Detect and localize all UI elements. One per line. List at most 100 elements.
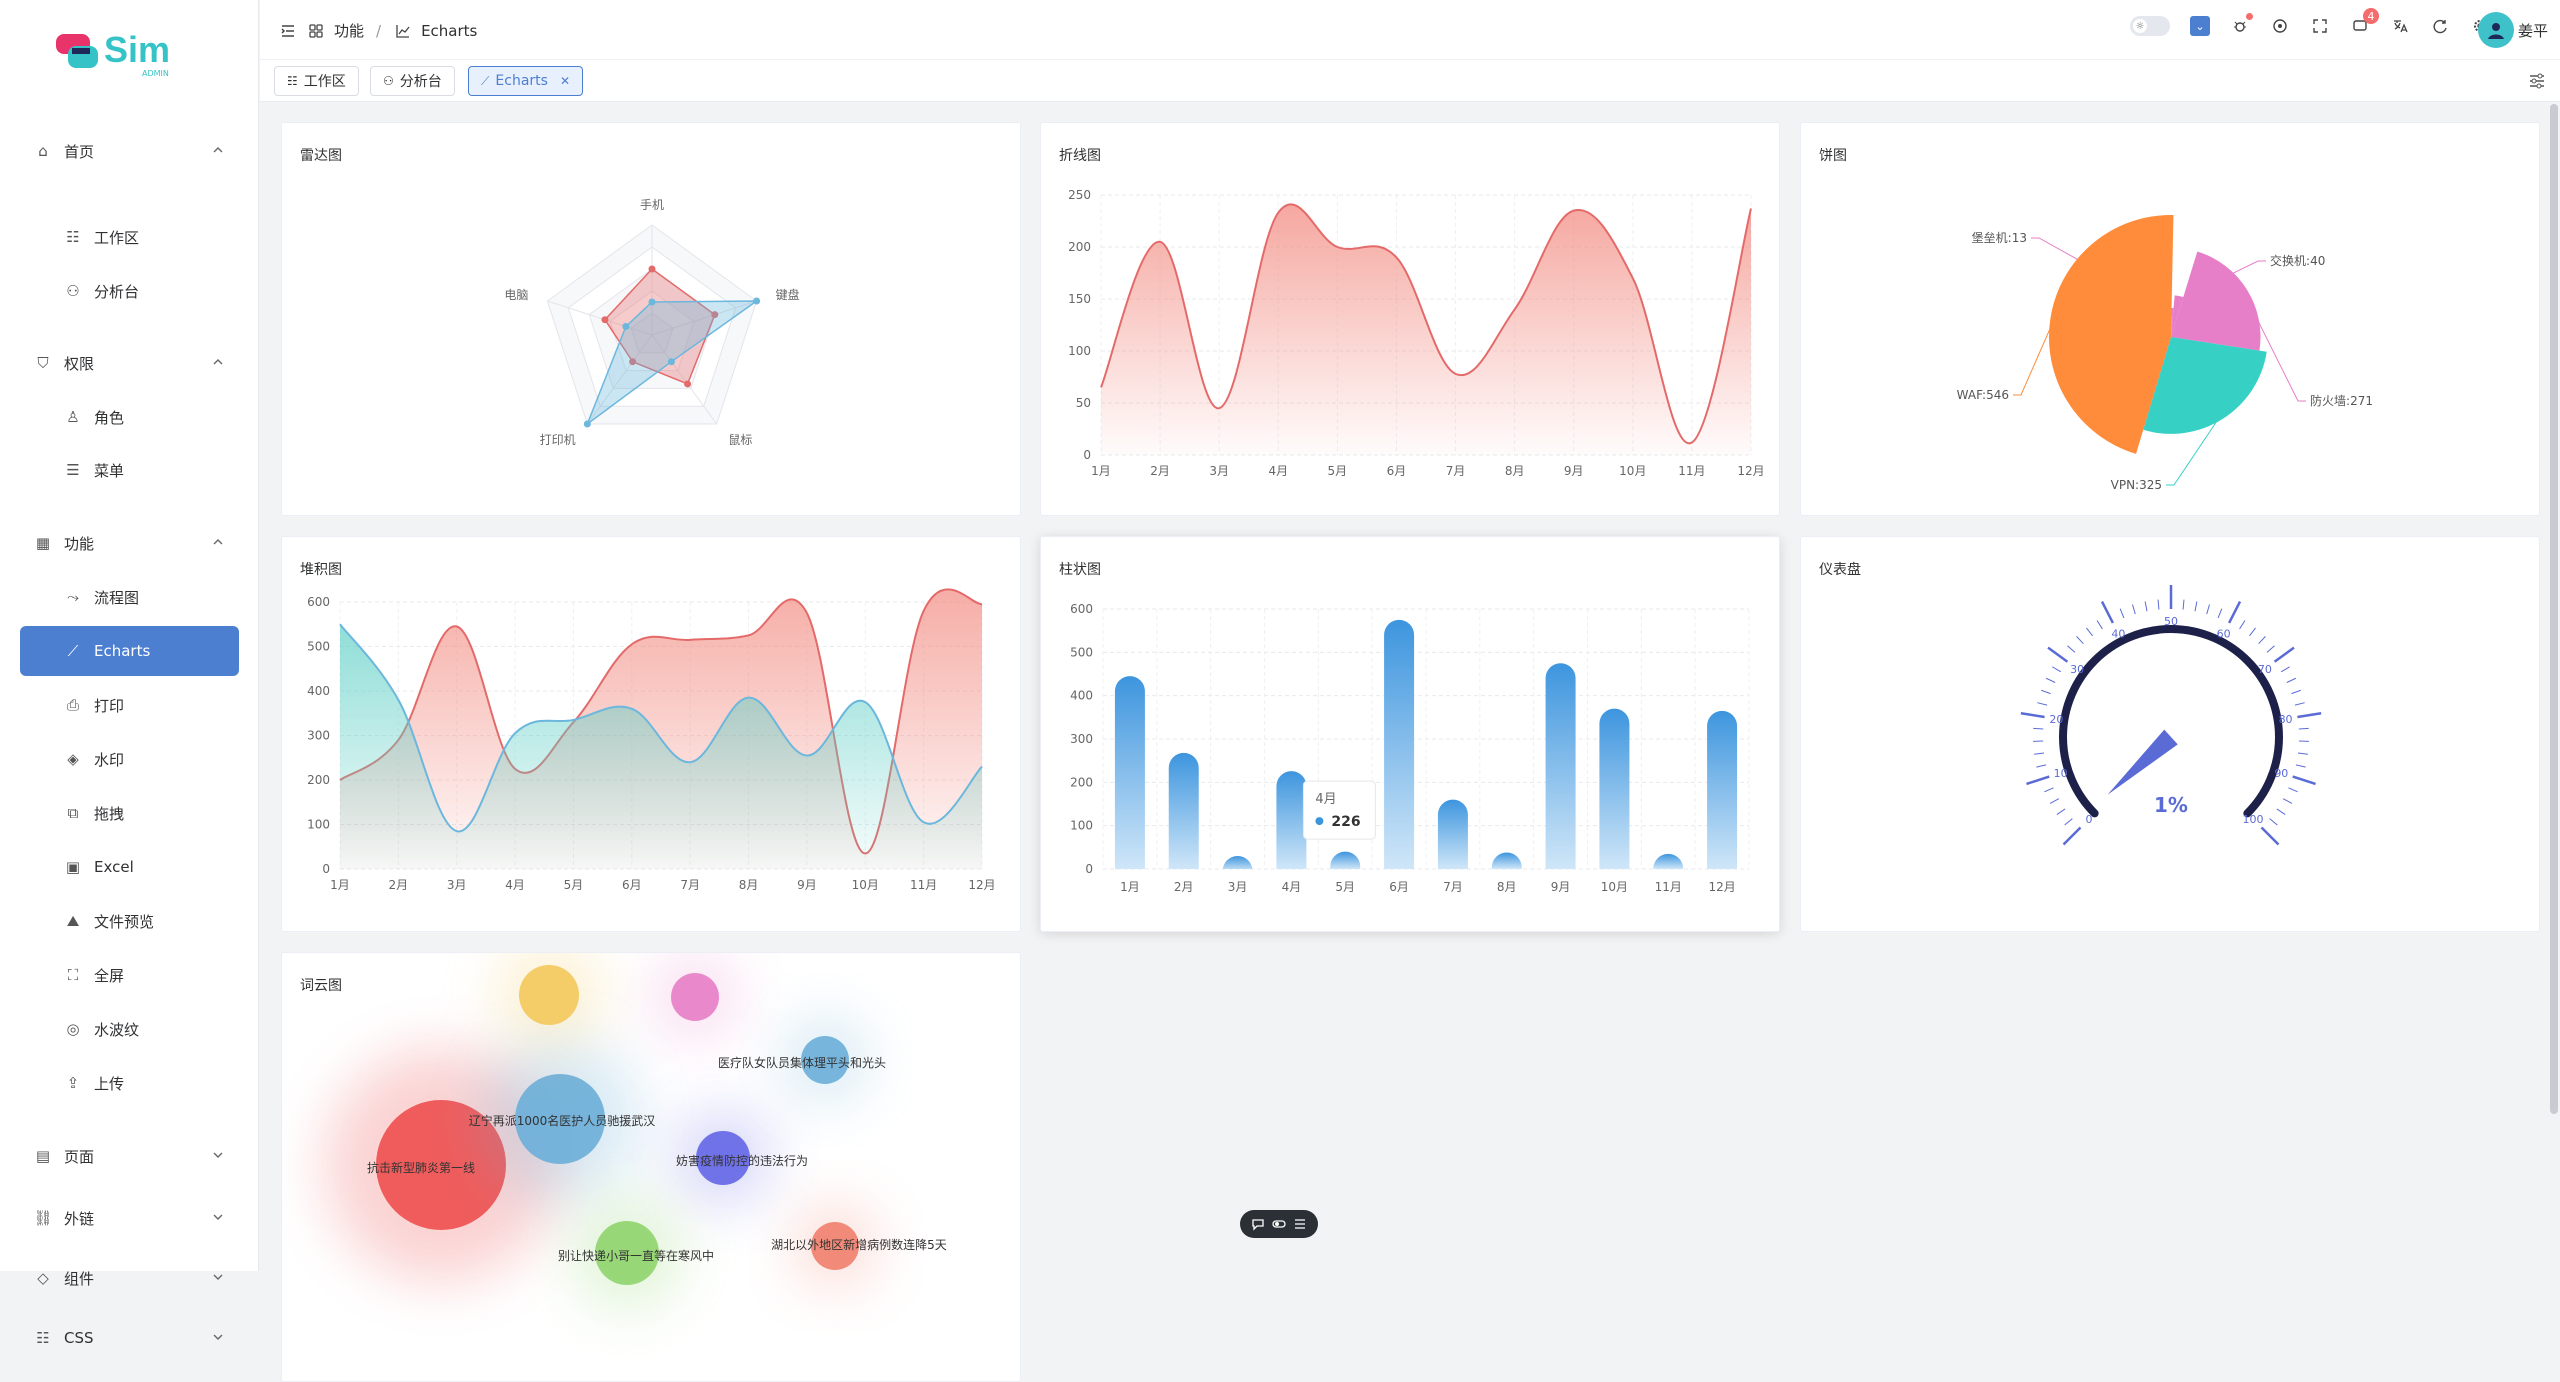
sidebar-item[interactable]: ◎水波纹	[20, 1004, 239, 1054]
sidebar-item[interactable]: ⇪上传	[20, 1058, 239, 1108]
y-tick-label: 100	[1070, 819, 1093, 833]
username[interactable]: 姜平	[2518, 20, 2548, 41]
breadcrumb-separator: /	[376, 22, 381, 40]
breadcrumb-item[interactable]: 功能	[334, 20, 364, 41]
x-tick-label: 10月	[852, 878, 879, 892]
sidebar-item-label: 工作区	[94, 227, 139, 248]
scrollbar[interactable]	[2550, 104, 2558, 1114]
user-icon: ♙	[64, 408, 82, 426]
sidebar: Sim ADMIN ⌂首页 ☷工作区⚇分析台 ⛉ 权限 ♙角色☰菜单 ▦功能⤳流程图⟋Ec…	[0, 0, 259, 1271]
shield-icon: ⛉	[34, 354, 52, 372]
layout-select-icon[interactable]: ⌄	[2190, 16, 2210, 36]
gauge-value: 1%	[2154, 793, 2188, 817]
gauge-tick	[2057, 809, 2065, 815]
sidebar-item-label: 水波纹	[94, 1019, 139, 1040]
sidebar-item[interactable]: ♙角色	[20, 392, 239, 442]
avatar-icon	[2485, 19, 2507, 41]
tab-echarts[interactable]: ⟋ Echarts ✕	[468, 66, 583, 96]
sidebar-item[interactable]: ⌂首页	[20, 126, 239, 176]
y-tick-label: 400	[1070, 689, 1093, 703]
sidebar-item[interactable]: ⚇分析台	[20, 266, 239, 316]
sidebar-item-label: 水印	[94, 749, 124, 770]
tabs-options-icon[interactable]	[2528, 72, 2546, 90]
gauge-tick	[2065, 819, 2073, 825]
y-tick-label: 500	[307, 640, 330, 654]
sidebar-item[interactable]: ⧉拖拽	[20, 788, 239, 838]
x-tick-label: 6月	[1389, 880, 1409, 894]
gauge-tick	[2207, 604, 2210, 614]
target-icon[interactable]	[2270, 16, 2290, 36]
bar	[1599, 709, 1629, 869]
radar-point	[584, 420, 591, 427]
sidebar-item[interactable]: ⛉ 权限	[20, 338, 239, 388]
layers-icon: ◇	[34, 1269, 52, 1287]
sidebar-item[interactable]: ☷CSS	[20, 1313, 239, 1363]
sidebar-item[interactable]: ⤳流程图	[20, 572, 239, 622]
theme-toggle[interactable]: ☼	[2130, 16, 2170, 36]
sidebar-item[interactable]: ▣Excel	[20, 842, 239, 892]
fullscreen-icon[interactable]	[2310, 16, 2330, 36]
pie-label-value: 546	[1986, 388, 2009, 402]
sidebar-item-label: 外链	[64, 1208, 94, 1229]
y-tick-label: 200	[1070, 775, 1093, 789]
sidebar-item-label: 权限	[64, 353, 94, 374]
sidebar-item[interactable]: ⛓ 外链	[20, 1193, 239, 1243]
bug-icon[interactable]	[2230, 16, 2250, 36]
radar-indicator-label: 电脑	[504, 288, 528, 302]
toggle-icon[interactable]	[1272, 1217, 1286, 1231]
sidebar-item[interactable]: ⎙打印	[20, 680, 239, 730]
tab-analysis[interactable]: ⚇ 分析台	[370, 66, 455, 96]
sidebar-item[interactable]: ☰菜单	[20, 445, 239, 495]
message-icon[interactable]: 4	[2350, 16, 2370, 36]
sidebar-item[interactable]: ⛰文件预览	[20, 896, 239, 946]
gauge-tick	[2283, 799, 2292, 804]
x-tick-label: 9月	[1564, 464, 1584, 478]
tooltip-title: 4月	[1315, 792, 1336, 807]
avatar[interactable]	[2478, 12, 2514, 48]
sidebar-item[interactable]: ◇组件	[20, 1253, 239, 1303]
gauge-tick	[2120, 609, 2124, 618]
sidebar-item[interactable]: ☷工作区	[20, 212, 239, 262]
gauge-tick	[2195, 601, 2197, 611]
gauge-tick-label: 60	[2217, 628, 2231, 641]
tab-workspace[interactable]: ☷ 工作区	[274, 66, 359, 96]
sidebar-item[interactable]: ▤页面	[20, 1131, 239, 1181]
word-label: 医疗队女队员集体理平头和光头	[718, 1055, 886, 1070]
pie-label-value: 13	[2012, 231, 2027, 245]
sidebar-item[interactable]: ⛶全屏	[20, 950, 239, 1000]
tab-label: Echarts	[495, 73, 548, 89]
bar	[1276, 771, 1306, 869]
collapse-sidebar-icon[interactable]	[278, 21, 298, 41]
line-area	[1101, 204, 1751, 455]
word-bubble	[671, 973, 719, 1021]
sidebar-item[interactable]: ⟋Echarts	[20, 626, 239, 676]
sidebar-item[interactable]: ◈水印	[20, 734, 239, 784]
translate-icon[interactable]	[2390, 16, 2410, 36]
pie-label: 堡垒机:13	[1972, 230, 2027, 245]
y-tick-label: 100	[307, 818, 330, 832]
chevron-up-icon	[211, 355, 227, 371]
refresh-icon[interactable]	[2430, 16, 2450, 36]
x-tick-label: 2月	[1174, 880, 1194, 894]
close-icon[interactable]: ✕	[560, 74, 570, 88]
x-tick-label: 9月	[1551, 880, 1571, 894]
sidebar-item[interactable]: ▦功能	[20, 518, 239, 568]
sidebar-item-label: 全屏	[94, 965, 124, 986]
link-icon: ⛓	[34, 1209, 52, 1227]
gauge-tick	[2046, 678, 2055, 682]
gauge-tick-label: 70	[2258, 663, 2272, 676]
breadcrumb-item[interactable]: Echarts	[421, 22, 477, 40]
logo[interactable]: Sim ADMIN	[0, 0, 258, 108]
gauge-tick-label: 100	[2243, 813, 2264, 826]
bar	[1330, 852, 1360, 869]
list-icon[interactable]	[1293, 1217, 1307, 1231]
wordcloud-chart[interactable]: 抗击新型肺炎第一线辽宁再派1000名医护人员驰援武汉妨害疫情防控的违法行为医疗队…	[282, 953, 1021, 1382]
chat-icon[interactable]	[1251, 1217, 1265, 1231]
